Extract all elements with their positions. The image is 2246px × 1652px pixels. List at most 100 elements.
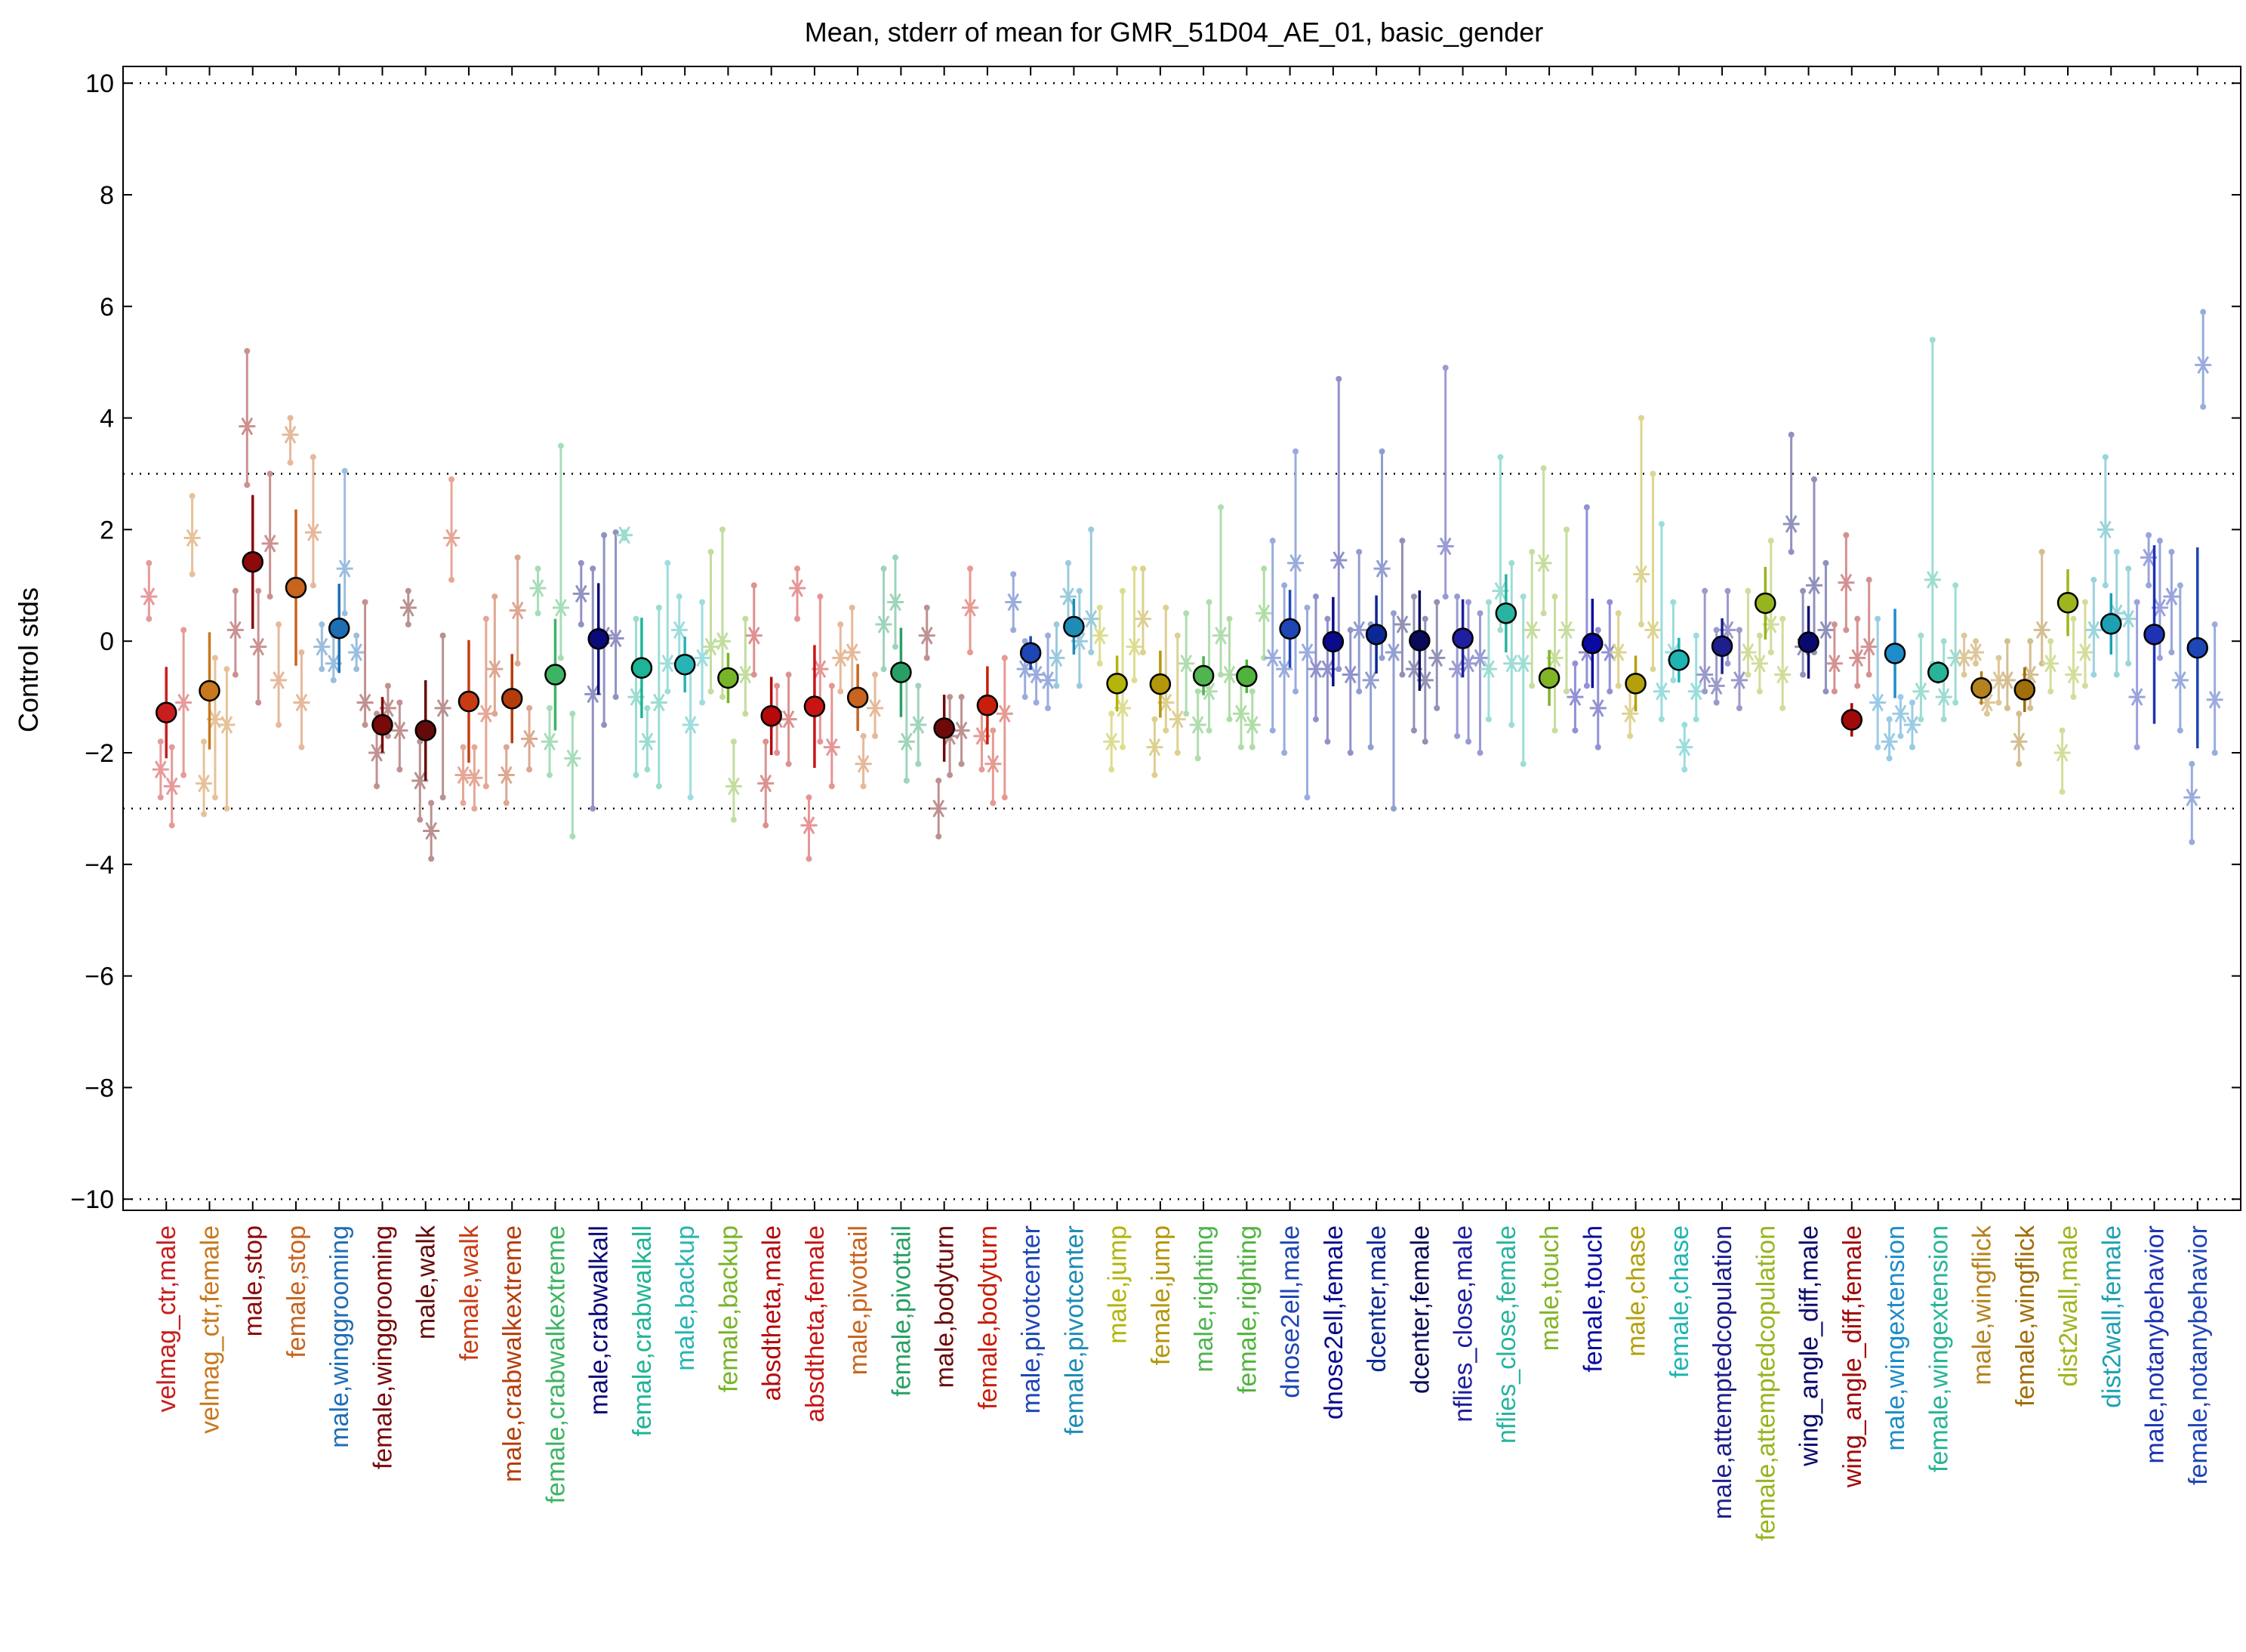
experiment-range-top (1442, 365, 1449, 371)
experiment-range-top (1995, 655, 2002, 661)
experiment-marker (1967, 638, 1985, 667)
experiment-range-bottom (439, 794, 446, 801)
experiment-range-top (923, 604, 930, 611)
category-label: female,notanybehavior (2184, 1225, 2213, 1485)
experiment-star (1169, 710, 1186, 729)
experiment-star (1126, 637, 1143, 656)
star-stroke (393, 721, 406, 740)
experiment-range-top (2156, 538, 2163, 544)
experiment-range-top (1053, 621, 1060, 628)
mean-marker (1106, 655, 1128, 712)
star-stroke (1548, 649, 1561, 667)
star-stroke (1949, 649, 1962, 667)
experiment-range-bottom (168, 822, 175, 829)
star-stroke (1537, 553, 1550, 572)
experiment-range-bottom (860, 783, 867, 790)
experiment-range-top (1076, 587, 1083, 594)
star-stroke (2197, 356, 2210, 374)
experiment-range-bottom (1540, 610, 1547, 617)
experiment-range-top (2168, 548, 2175, 555)
star-stroke (1278, 660, 1291, 678)
star-stroke (1431, 649, 1443, 667)
reference-lines (123, 82, 2241, 1200)
star-stroke (1808, 576, 1820, 595)
experiment-range-top (535, 566, 541, 572)
mean-point (587, 627, 609, 650)
experiment-star (1276, 660, 1293, 678)
experiment-star (757, 774, 775, 793)
experiment-range-top (310, 454, 316, 461)
experiment-marker (1825, 621, 1843, 695)
category-label: male,pivotcenter (1017, 1225, 1046, 1413)
experiment-star (1287, 553, 1305, 572)
experiment-star (1892, 704, 1909, 723)
experiment-star (910, 716, 927, 734)
star-stroke (1612, 643, 1625, 661)
category-label: male,chase (1622, 1225, 1651, 1357)
experiment-range-bottom (2177, 727, 2183, 734)
experiment-marker (2195, 309, 2212, 410)
experiment-star (1782, 515, 1800, 533)
mean-marker (1538, 650, 1560, 706)
experiment-marker (812, 593, 829, 745)
experiment-range-bottom (503, 800, 510, 806)
star-stroke (316, 637, 328, 656)
star-stroke (402, 599, 414, 617)
experiment-marker (694, 599, 711, 706)
experiment-marker (348, 632, 365, 673)
experiment-range-top (1096, 604, 1103, 611)
experiment-range-bottom (1681, 766, 1688, 773)
experiment-range-top (1756, 632, 1763, 639)
experiment-star (789, 579, 806, 597)
experiment-star (140, 587, 158, 606)
experiment-range-bottom (1583, 683, 1590, 689)
star-stroke (1829, 654, 1841, 673)
experiment-marker (2108, 548, 2125, 678)
star-stroke (284, 425, 297, 444)
experiment-range-bottom (1477, 750, 1483, 756)
experiment-range-top (750, 582, 757, 589)
category-label: nflies_close,male (1450, 1225, 1478, 1422)
experiment-range-top (1607, 599, 1613, 606)
experiment-range-top (1422, 615, 1428, 622)
experiment-range-bottom (1108, 766, 1115, 773)
experiment-range-top (244, 347, 251, 354)
star-stroke (1699, 665, 1711, 684)
experiment-star (1849, 649, 1866, 667)
experiment-range-bottom (719, 694, 726, 701)
experiment-range-top (742, 615, 749, 622)
experiment-range-bottom (1854, 683, 1861, 689)
experiment-range-bottom (1206, 727, 1212, 734)
experiment-star (486, 660, 504, 678)
experiment-range-top (2038, 548, 2045, 555)
experiment-range-bottom (2004, 704, 2010, 711)
experiment-marker (1782, 431, 1800, 555)
experiment-star (152, 760, 169, 778)
experiment-marker (984, 727, 1002, 806)
mean-point (1192, 664, 1215, 687)
star-stroke (987, 755, 1000, 773)
experiment-marker (918, 604, 935, 661)
experiment-range-top (2146, 532, 2152, 538)
experiment-range-bottom (1843, 627, 1850, 633)
mean-marker (328, 584, 350, 673)
mean-marker (1582, 599, 1604, 689)
category-label: nflies_close,female (1493, 1225, 1521, 1444)
experiment-range-top (1918, 632, 1924, 639)
star-stroke (609, 629, 622, 648)
experiment-range-top (1485, 599, 1492, 606)
star-stroke (154, 760, 167, 778)
star-stroke (1690, 682, 1702, 701)
experiment-marker (780, 671, 797, 767)
experiment-range-bottom (396, 766, 403, 773)
experiment-range-bottom (655, 783, 662, 790)
star-stroke (1376, 559, 1388, 578)
mean-point (1668, 649, 1690, 671)
experiment-marker (1860, 576, 1878, 678)
mean-point (2100, 613, 2122, 635)
mean-point (1279, 618, 1301, 640)
experiment-marker (2053, 727, 2071, 795)
star-stroke (1776, 665, 1789, 684)
experiment-marker (757, 738, 775, 829)
experiment-range-top (1139, 566, 1146, 572)
